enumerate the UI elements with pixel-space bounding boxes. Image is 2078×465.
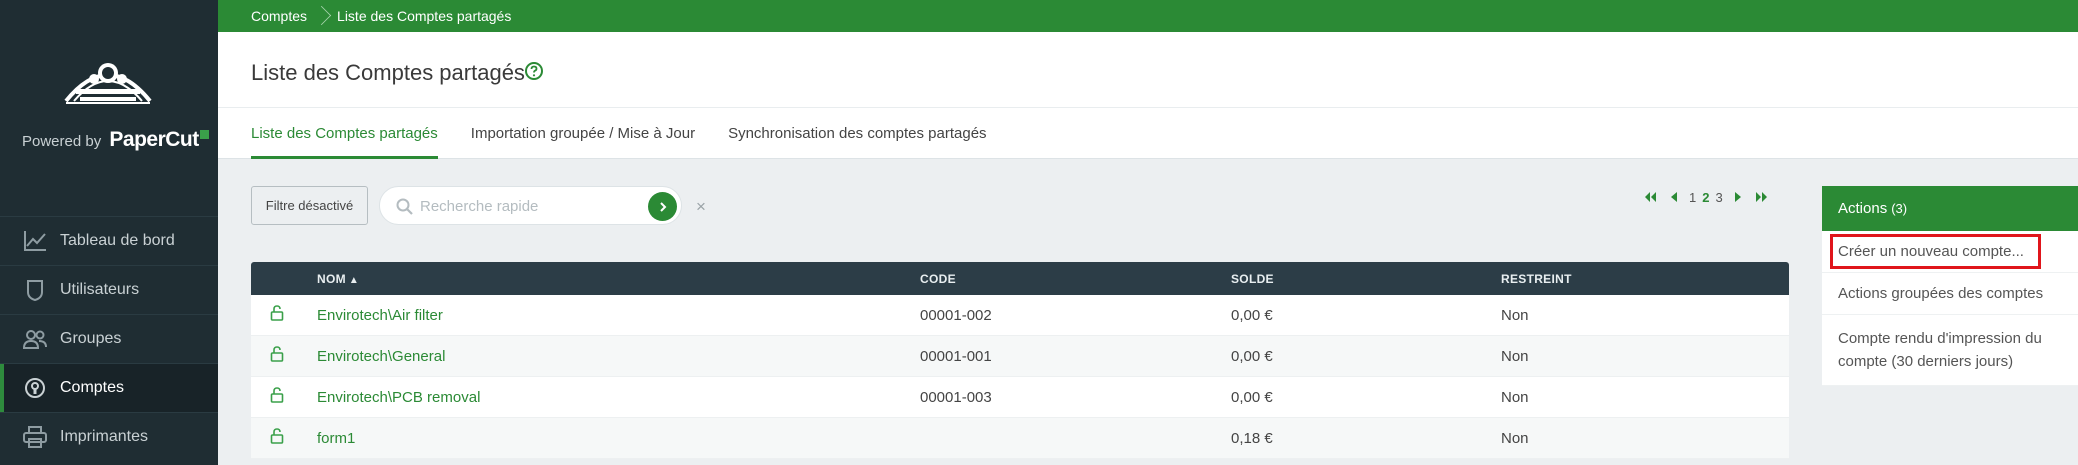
- actions-panel: Actions (3) Créer un nouveau compte... A…: [1822, 186, 2078, 386]
- powered-by-label: Powered by: [22, 133, 102, 150]
- page-2-current: 2: [1702, 189, 1710, 205]
- sidebar-nav: Tableau de bord Utilisateurs Groupes Com…: [0, 216, 218, 461]
- table-row: Envirotech\Air filter 00001-002 0,00 € N…: [251, 295, 1789, 336]
- action-label: Créer un nouveau compte...: [1838, 243, 2024, 260]
- tabs: Liste des Comptes partagés Importation g…: [251, 108, 1020, 159]
- groups-icon: [22, 327, 48, 351]
- actions-count: (3): [1891, 201, 1908, 216]
- tab-importation-groupee[interactable]: Importation groupée / Mise à Jour: [470, 125, 696, 142]
- previous-page-icon[interactable]: [1667, 191, 1681, 203]
- account-balance: 0,00 €: [1231, 347, 1273, 365]
- papercut-brand: PaperCut: [109, 128, 199, 151]
- sidebar-item-tableau-de-bord[interactable]: Tableau de bord: [0, 216, 218, 265]
- tab-liste-comptes-partages[interactable]: Liste des Comptes partagés: [251, 108, 438, 159]
- account-restricted: Non: [1501, 429, 1529, 447]
- account-code: 00001-001: [920, 347, 992, 365]
- column-header-code[interactable]: CODE: [920, 271, 956, 286]
- page-title: Liste des Comptes partagés: [251, 60, 525, 85]
- table-row: form1 0,18 € Non: [251, 418, 1789, 459]
- header-divider: [218, 107, 2078, 108]
- unlocked-icon: [270, 305, 284, 325]
- page-3-link[interactable]: 3: [1715, 189, 1723, 205]
- search-input[interactable]: [420, 193, 630, 219]
- clear-search-icon[interactable]: ×: [696, 197, 706, 216]
- sidebar: Powered by PaperCut Tableau de bord Util…: [0, 0, 218, 465]
- account-name-link[interactable]: Envirotech\General: [317, 347, 446, 365]
- blue-nega-academy-logo[interactable]: [58, 55, 158, 107]
- dashboard-chart-icon: [22, 229, 48, 253]
- table-header: NOM ▲ CODE SOLDE RESTREINT: [251, 262, 1789, 295]
- sidebar-item-label: Groupes: [60, 330, 122, 347]
- account-name-link[interactable]: form1: [317, 429, 356, 447]
- quick-search: [379, 186, 682, 225]
- printer-icon: [22, 425, 48, 449]
- breadcrumb-item-comptes[interactable]: Comptes: [251, 8, 308, 24]
- account-code: 00001-002: [920, 306, 992, 324]
- account-name-link[interactable]: Envirotech\PCB removal: [317, 388, 481, 406]
- page-header: Liste des Comptes partagés Liste des Com…: [218, 32, 2078, 159]
- unlocked-icon: [270, 387, 284, 407]
- filter-toggle-button[interactable]: Filtre désactivé: [251, 186, 368, 225]
- next-page-icon[interactable]: [1731, 191, 1745, 203]
- unlocked-icon: [270, 428, 284, 448]
- sidebar-item-groupes[interactable]: Groupes: [0, 314, 218, 363]
- breadcrumb-item-current: Liste des Comptes partagés: [337, 8, 512, 24]
- papercut-mark-icon: [199, 130, 209, 139]
- actions-title: Actions: [1838, 200, 1888, 217]
- table-row: Envirotech\PCB removal 00001-003 0,00 € …: [251, 377, 1789, 418]
- search-submit-button[interactable]: [648, 192, 677, 221]
- table-row: Envirotech\General 00001-001 0,00 € Non: [251, 336, 1789, 377]
- column-header-solde[interactable]: SOLDE: [1231, 271, 1274, 286]
- search-icon: [396, 198, 413, 215]
- sidebar-item-comptes[interactable]: Comptes: [0, 363, 218, 412]
- sidebar-item-label: Comptes: [60, 379, 125, 396]
- column-header-nom[interactable]: NOM ▲: [317, 271, 360, 286]
- breadcrumb: Comptes Liste des Comptes partagés: [218, 0, 2078, 32]
- account-balance: 0,18 €: [1231, 429, 1273, 447]
- account-restricted: Non: [1501, 388, 1529, 406]
- account-balance: 0,00 €: [1231, 388, 1273, 406]
- sidebar-item-label: Imprimantes: [60, 428, 149, 445]
- account-balance: 0,00 €: [1231, 306, 1273, 324]
- account-restricted: Non: [1501, 347, 1529, 365]
- page-1-link[interactable]: 1: [1689, 189, 1697, 205]
- action-label: Compte rendu d'impression du compte (30 …: [1838, 330, 2042, 370]
- sidebar-item-utilisateurs[interactable]: Utilisateurs: [0, 265, 218, 314]
- first-page-icon[interactable]: [1643, 191, 1657, 203]
- account-name-link[interactable]: Envirotech\Air filter: [317, 306, 443, 324]
- accounts-table: NOM ▲ CODE SOLDE RESTREINT Envirotech\Air…: [251, 262, 1789, 459]
- sort-ascending-icon: ▲: [348, 274, 360, 286]
- action-bulk-account-actions[interactable]: Actions groupées des comptes: [1822, 273, 2078, 315]
- sidebar-item-label: Tableau de bord: [60, 232, 175, 249]
- last-page-icon[interactable]: [1755, 191, 1769, 203]
- action-create-account[interactable]: Créer un nouveau compte...: [1822, 231, 2078, 273]
- accounts-icon: [22, 376, 48, 400]
- help-icon[interactable]: [524, 61, 544, 81]
- user-shield-icon: [22, 278, 48, 302]
- sidebar-item-label: Utilisateurs: [60, 281, 140, 298]
- tab-synchronisation[interactable]: Synchronisation des comptes partagés: [728, 125, 987, 142]
- actions-header: Actions (3): [1822, 186, 2078, 231]
- powered-by-papercut: Powered by PaperCut: [22, 128, 209, 152]
- account-code: 00001-003: [920, 388, 992, 406]
- highlight-box: [1830, 234, 2041, 269]
- breadcrumb-separator-icon: [313, 0, 329, 32]
- chevron-right-icon: [659, 201, 666, 212]
- action-label: Actions groupées des comptes: [1838, 285, 2044, 302]
- column-header-restreint[interactable]: RESTREINT: [1501, 271, 1572, 286]
- pagination: 1 2 3: [1638, 188, 1774, 206]
- account-restricted: Non: [1501, 306, 1529, 324]
- sidebar-item-imprimantes[interactable]: Imprimantes: [0, 412, 218, 461]
- action-print-report[interactable]: Compte rendu d'impression du compte (30 …: [1822, 315, 2078, 386]
- unlocked-icon: [270, 346, 284, 366]
